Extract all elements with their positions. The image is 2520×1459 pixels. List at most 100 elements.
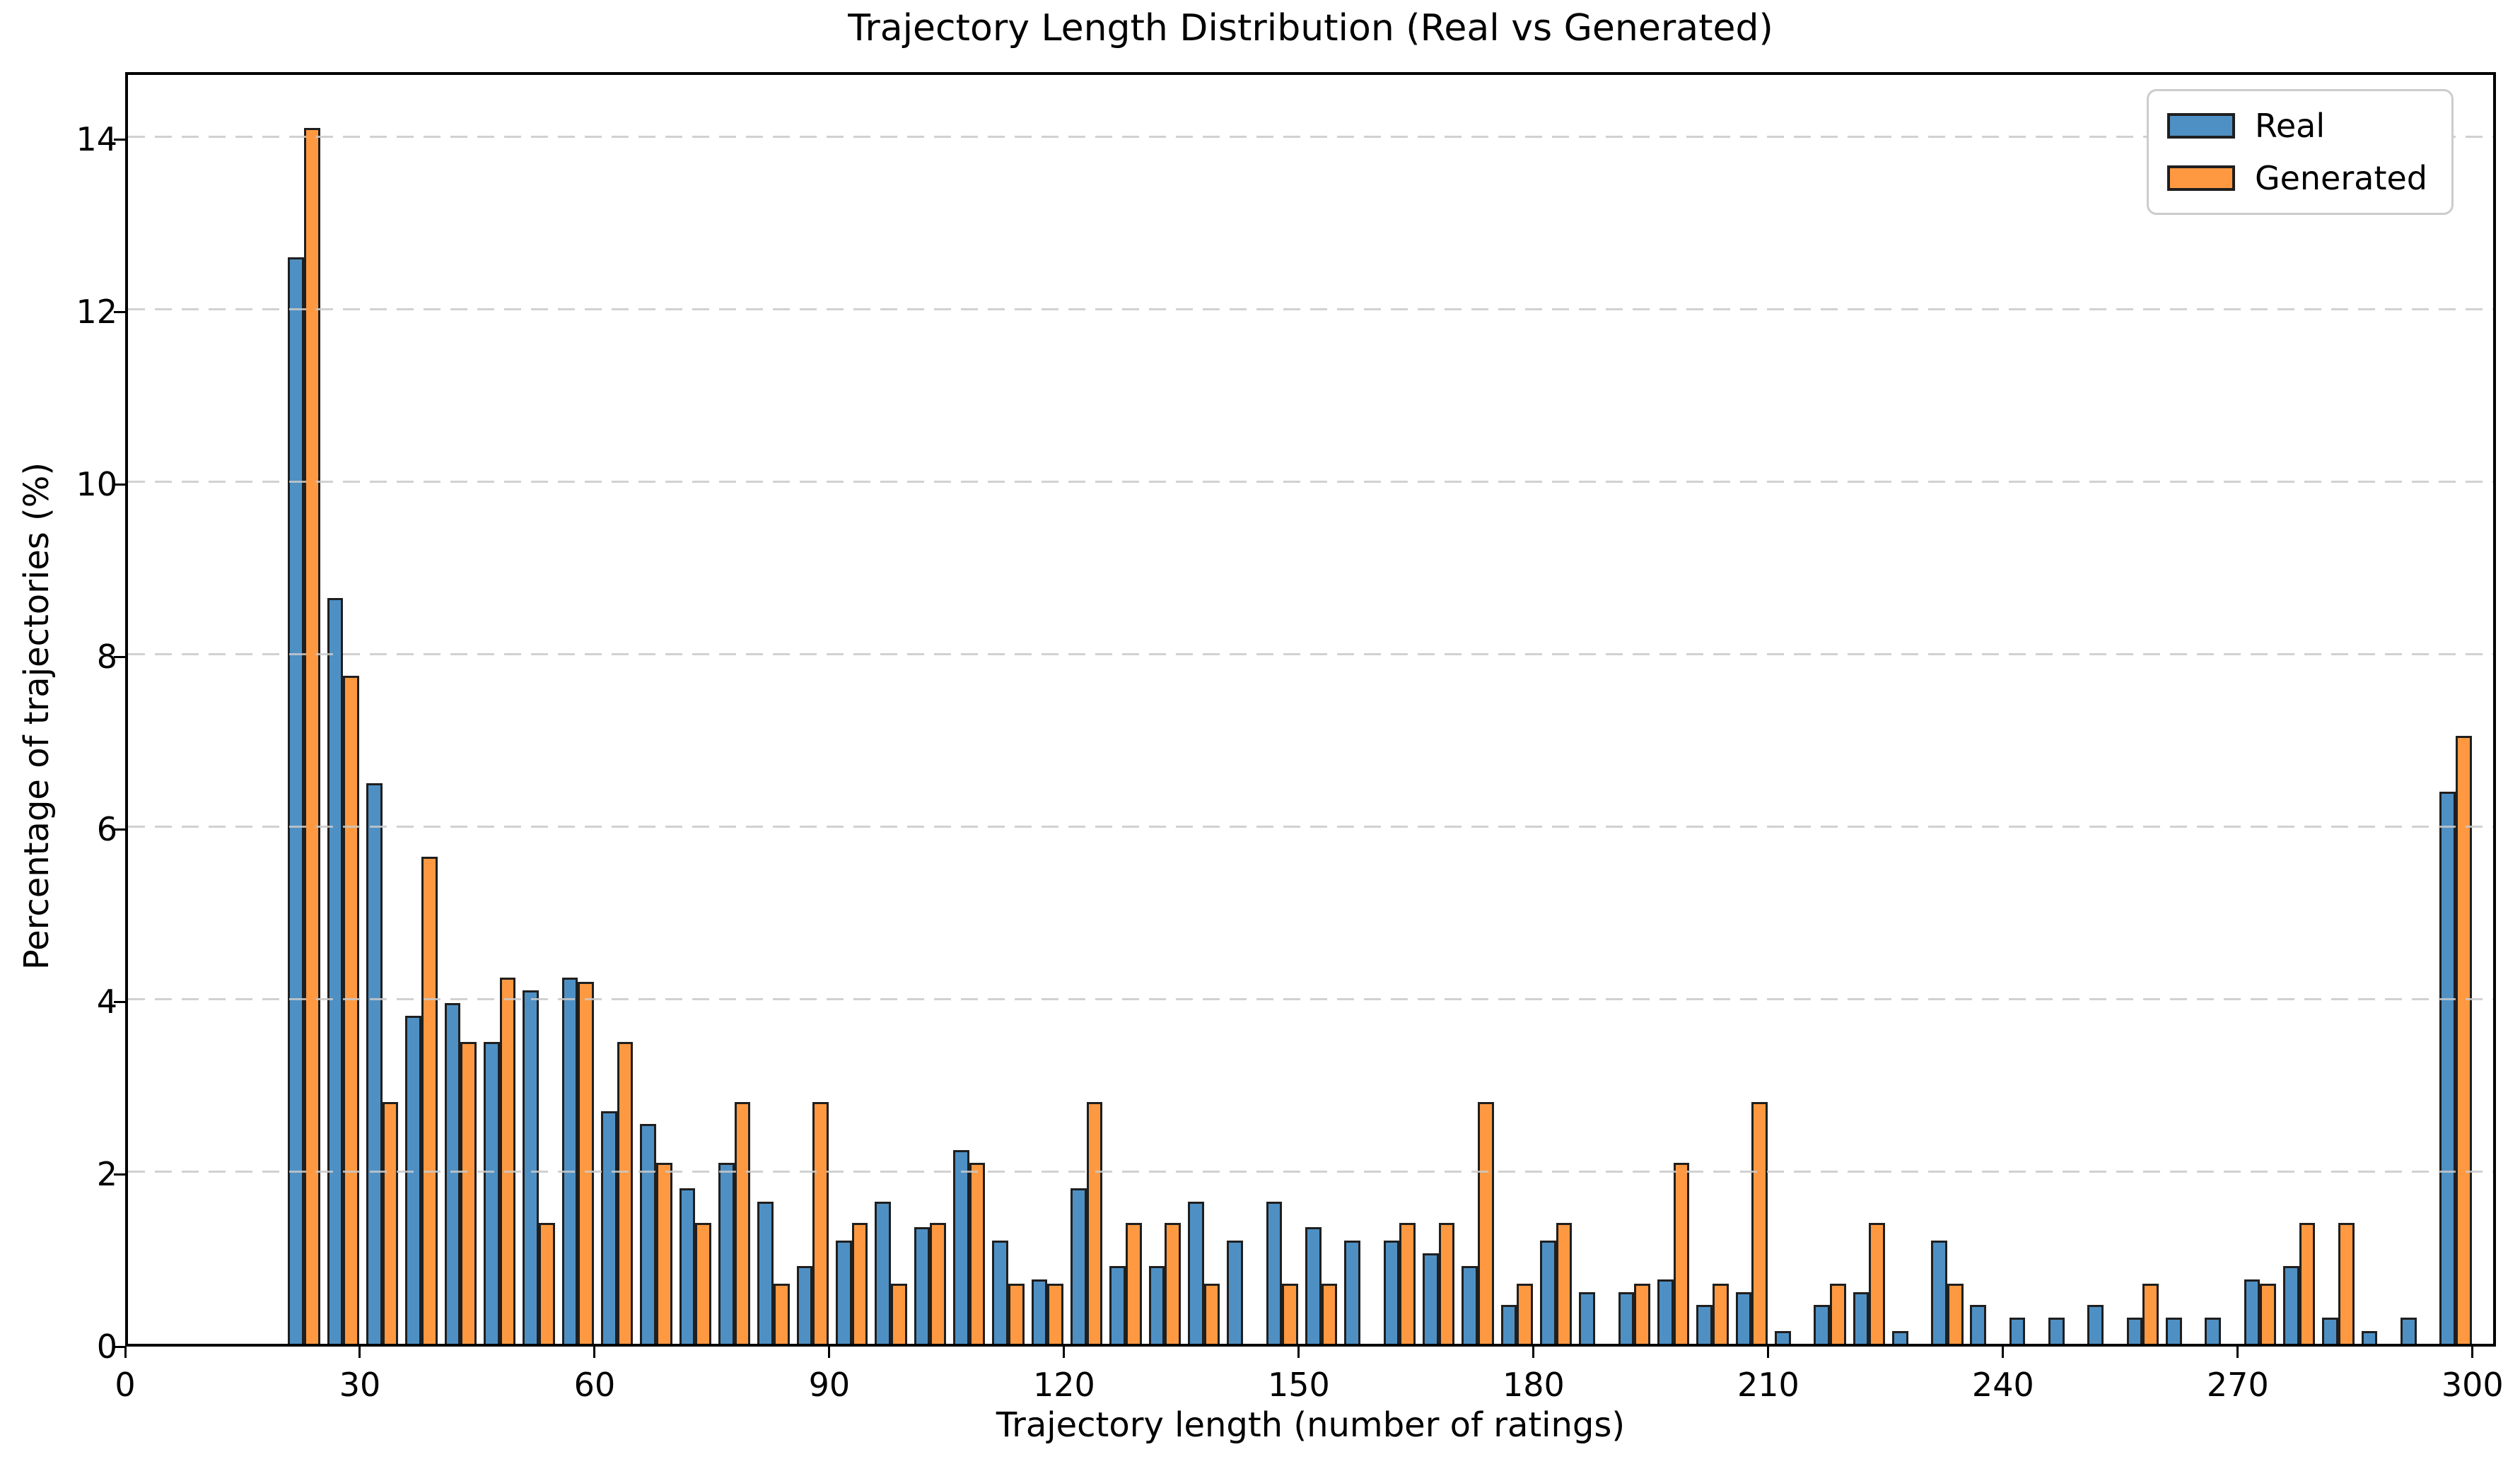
bar-generated (969, 1162, 986, 1344)
legend-item-real: Real (2166, 107, 2427, 145)
bar-real (366, 783, 383, 1344)
bar-generated (812, 1102, 829, 1344)
bar-generated (303, 127, 320, 1344)
bar-generated (1008, 1283, 1025, 1344)
x-tick-label: 240 (1971, 1366, 2034, 1404)
x-tick-mark (1297, 1347, 1300, 1358)
gridline (128, 135, 2493, 138)
y-tick-mark (114, 1345, 125, 1348)
x-tick-label: 90 (808, 1366, 851, 1404)
bar-real (1970, 1305, 1987, 1344)
bar-real (327, 597, 344, 1344)
bar-generated (343, 675, 359, 1344)
bar-real (1422, 1253, 1439, 1344)
bar-generated (734, 1102, 751, 1344)
bar-generated (930, 1223, 946, 1344)
bar-real (2009, 1318, 2026, 1344)
x-tick-mark (2236, 1347, 2239, 1358)
y-tick-mark (114, 1000, 125, 1003)
bar-generated (773, 1283, 790, 1344)
bar-real (914, 1227, 931, 1344)
gridline (128, 825, 2493, 828)
bar-generated (499, 977, 516, 1344)
bar-generated (1125, 1223, 1142, 1344)
bar-generated (1751, 1102, 1768, 1344)
bar-real (2322, 1318, 2339, 1344)
bar-real (1696, 1305, 1713, 1344)
bar-real (1618, 1291, 1635, 1344)
bar-real (1891, 1330, 1908, 1344)
bar-real (1031, 1279, 1048, 1344)
gridline (128, 1170, 2493, 1173)
bar-real (1853, 1291, 1869, 1344)
bar-real (405, 1016, 421, 1344)
bar-real (1774, 1330, 1791, 1344)
bar-real (1539, 1240, 1556, 1344)
bar-generated (538, 1223, 555, 1344)
bar-real (992, 1240, 1008, 1344)
bar-real (1462, 1266, 1478, 1344)
x-tick-mark (593, 1347, 596, 1358)
bar-real (2244, 1279, 2261, 1344)
bar-generated (2142, 1283, 2159, 1344)
legend-swatch-generated (2166, 165, 2235, 191)
x-tick-mark (828, 1347, 831, 1358)
bar-real (1735, 1291, 1752, 1344)
legend-label-real: Real (2254, 107, 2326, 145)
bar-real (1187, 1201, 1204, 1344)
bar-generated (851, 1223, 868, 1344)
bar-real (796, 1266, 813, 1344)
bar-generated (1477, 1102, 1494, 1344)
legend-label-generated: Generated (2254, 159, 2427, 197)
bar-generated (2299, 1223, 2316, 1344)
legend-item-generated: Generated (2166, 159, 2427, 197)
x-tick-label: 30 (339, 1366, 381, 1404)
bar-generated (695, 1223, 711, 1344)
bar-generated (617, 1042, 634, 1344)
bar-generated (2260, 1283, 2277, 1344)
y-tick-mark (114, 828, 125, 831)
bar-generated (1282, 1283, 1298, 1344)
bar-generated (421, 856, 438, 1344)
x-tick-mark (358, 1347, 361, 1358)
legend: Real Generated (2146, 89, 2454, 215)
y-tick-mark (114, 310, 125, 313)
gridline (128, 997, 2493, 1000)
bar-generated (460, 1042, 477, 1344)
bar-generated (1203, 1283, 1220, 1344)
bar-real (1266, 1201, 1283, 1344)
bar-real (1383, 1240, 1400, 1344)
y-tick-label: 12 (76, 293, 117, 332)
x-tick-mark (1063, 1347, 1066, 1358)
y-tick-mark (114, 655, 125, 658)
bar-generated (578, 981, 594, 1344)
bar-generated (1321, 1283, 1338, 1344)
bar-generated (890, 1283, 907, 1344)
bar-real (679, 1188, 696, 1344)
bar-real (2439, 792, 2456, 1344)
bar-real (1814, 1305, 1830, 1344)
bar-real (640, 1123, 656, 1344)
bar-real (2048, 1318, 2065, 1344)
bar-real (875, 1201, 891, 1344)
bar-generated (1047, 1283, 1063, 1344)
plot-area: Real Generated (125, 72, 2496, 1347)
x-tick-mark (2471, 1347, 2474, 1358)
x-tick-label: 150 (1267, 1366, 1330, 1404)
bar-real (1109, 1266, 1126, 1344)
y-tick-label: 10 (76, 465, 117, 504)
y-tick-mark (114, 1173, 125, 1176)
bar-real (2361, 1330, 2378, 1344)
bar-real (1305, 1227, 1322, 1344)
bar-generated (382, 1102, 399, 1344)
bar-generated (1673, 1162, 1690, 1344)
gridline (128, 652, 2493, 655)
bar-real (1344, 1240, 1360, 1344)
bar-real (835, 1240, 852, 1344)
bar-real (718, 1162, 735, 1344)
y-tick-label: 4 (96, 983, 117, 1021)
bar-generated (1399, 1223, 1416, 1344)
bar-generated (1438, 1223, 1455, 1344)
bar-generated (1712, 1283, 1729, 1344)
bar-generated (1829, 1283, 1846, 1344)
